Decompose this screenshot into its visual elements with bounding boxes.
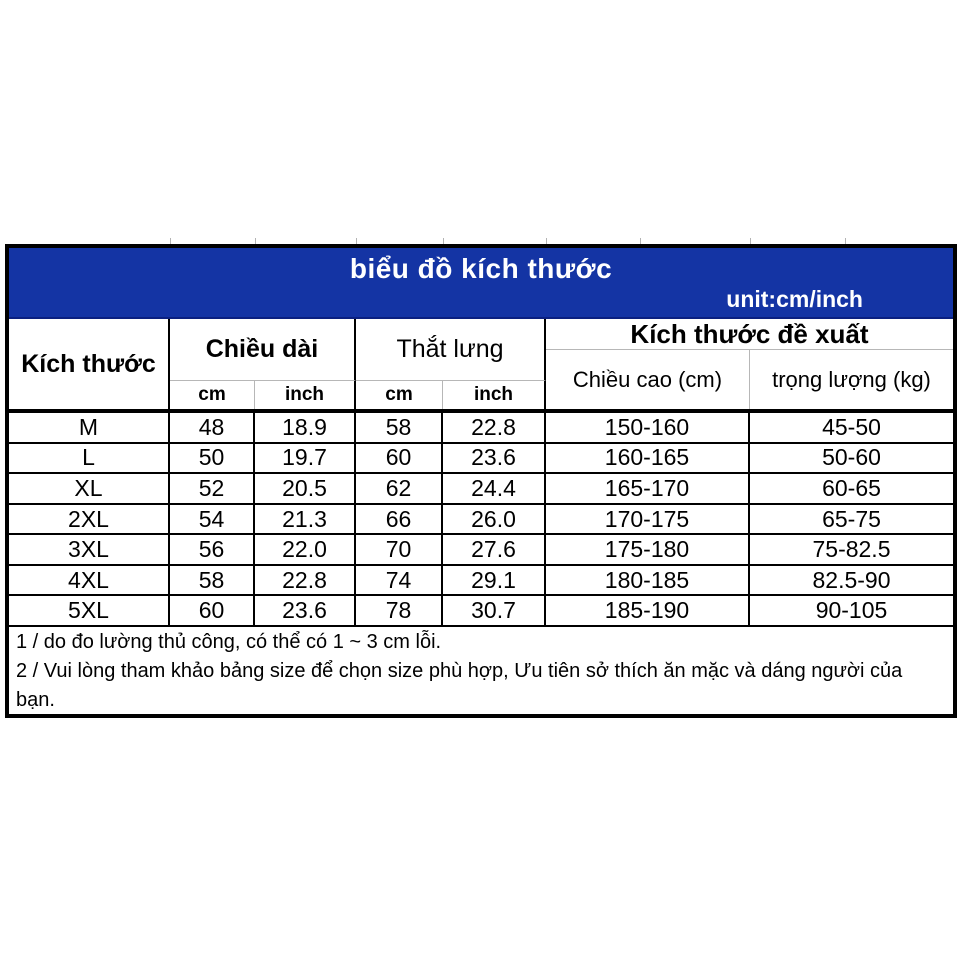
value-cell: 75-82.5 (812, 536, 891, 563)
value-cell: 74 (356, 565, 443, 595)
value-cell: 26.0 (443, 504, 546, 534)
header-trong-luong: trọng lượng (kg) (772, 366, 931, 392)
table-header: Kích thước Chiều dài Thắt lưng Kích thướ… (9, 319, 953, 409)
value-cell: 21.3 (255, 504, 356, 534)
table-row: 5XL 60 23.6 78 30.7 185-190 90-105 (9, 596, 953, 628)
value-cell: 50 (170, 443, 255, 473)
banner: biểu đồ kích thước unit:cm/inch (9, 248, 953, 319)
value-cell: 62 (356, 474, 443, 503)
unit-label: unit:cm/inch (726, 286, 863, 312)
value-cell: 23.6 (443, 443, 546, 473)
value-cell: 70 (356, 535, 443, 564)
table-row: 3XL 56 22.0 70 27.6 175-180 75-82.5 (9, 535, 953, 566)
value-cell: 54 (170, 504, 255, 534)
table-body: M 48 18.9 58 22.8 150-160 45-50 L 50 19.7 60 23.6 16… (9, 409, 953, 628)
table-row: L 50 19.7 60 23.6 160-165 50-60 (9, 443, 953, 475)
header-that-lung: Thắt lưng (356, 319, 546, 380)
size-label-cell: 5XL (9, 596, 170, 626)
chart-title: biểu đồ kích thước (349, 253, 613, 284)
header-kich-thuoc: Kích thước (9, 319, 170, 409)
value-cell: 29.1 (443, 565, 546, 595)
size-label-cell: 2XL (9, 504, 170, 534)
value-cell: 24.4 (443, 474, 546, 503)
value-cell: 60 (356, 443, 443, 473)
value-cell: 27.6 (443, 535, 546, 564)
value-cell: 58 (356, 413, 443, 442)
grid-tick (750, 238, 751, 244)
header-len-inch: inch (255, 380, 356, 409)
header-len-cm: cm (170, 380, 255, 409)
header-chieu-cao: Chiều cao (cm) (546, 350, 750, 409)
header-de-xuat: Kích thước đề xuất (546, 319, 953, 350)
value-cell: 23.6 (255, 596, 356, 626)
value-cell: 165-170 (546, 474, 750, 503)
header-waist-cm: cm (356, 380, 443, 409)
header-chieu-dai: Chiều dài (170, 319, 356, 380)
value-cell: 78 (356, 596, 443, 626)
grid-tick (546, 238, 547, 244)
value-cell: 50-60 (822, 444, 881, 471)
grid-tick (443, 238, 444, 244)
footnote-1: 1 / do đo lường thủ công, có thể có 1 ~ … (16, 631, 442, 653)
size-chart-table: biểu đồ kích thước unit:cm/inch Kích thư… (5, 244, 957, 718)
table-row: XL 52 20.5 62 24.4 165-170 60-65 (9, 474, 953, 505)
footnotes: 1 / do đo lường thủ công, có thể có 1 ~ … (9, 627, 953, 714)
grid-tick (170, 238, 171, 244)
size-label-cell: 3XL (9, 535, 170, 564)
value-cell: 30.7 (443, 596, 546, 626)
size-label-cell: L (9, 443, 170, 473)
value-cell: 175-180 (546, 535, 750, 564)
footnote-2: 2 / Vui lòng tham khảo bảng size để chọn… (16, 660, 903, 711)
value-cell: 22.8 (255, 565, 356, 595)
header-waist-inch: inch (443, 380, 546, 409)
table-row: 4XL 58 22.8 74 29.1 180-185 82.5-90 (9, 565, 953, 597)
grid-tick (640, 238, 641, 244)
table-row: 2XL 54 21.3 66 26.0 170-175 65-75 (9, 504, 953, 536)
value-cell: 66 (356, 504, 443, 534)
grid-tick (845, 238, 846, 244)
value-cell: 52 (170, 474, 255, 503)
value-cell: 18.9 (255, 413, 356, 442)
size-label-cell: 4XL (9, 565, 170, 595)
value-cell: 150-160 (546, 413, 750, 442)
value-cell: 22.0 (255, 535, 356, 564)
size-label-cell: M (9, 413, 170, 442)
value-cell: 60 (170, 596, 255, 626)
value-cell: 82.5-90 (812, 566, 891, 593)
value-cell: 48 (170, 413, 255, 442)
value-cell: 160-165 (546, 443, 750, 473)
value-cell: 56 (170, 535, 255, 564)
value-cell: 185-190 (546, 596, 750, 626)
grid-tick (255, 238, 256, 244)
size-label-cell: XL (9, 474, 170, 503)
value-cell: 19.7 (255, 443, 356, 473)
value-cell: 180-185 (546, 565, 750, 595)
value-cell: 58 (170, 565, 255, 595)
value-cell: 22.8 (443, 413, 546, 442)
value-cell: 20.5 (255, 474, 356, 503)
value-cell: 170-175 (546, 504, 750, 534)
table-row: M 48 18.9 58 22.8 150-160 45-50 (9, 413, 953, 444)
value-cell: 65-75 (822, 505, 881, 532)
grid-tick (356, 238, 357, 244)
value-cell: 90-105 (815, 597, 888, 624)
value-cell: 60-65 (822, 474, 881, 501)
value-cell: 45-50 (822, 413, 881, 440)
